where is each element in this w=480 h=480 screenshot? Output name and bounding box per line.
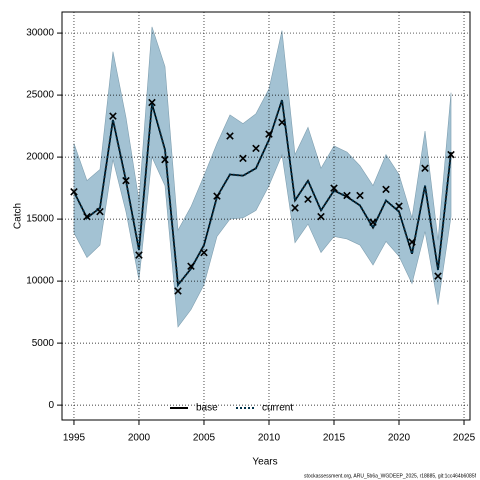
observed-point	[83, 212, 91, 221]
observed-point	[343, 191, 351, 200]
observed-point	[317, 212, 325, 221]
x-tick-label: 2025	[453, 433, 476, 444]
observed-point	[395, 202, 403, 210]
confidence-band	[73, 26, 452, 328]
observed-point	[226, 132, 234, 140]
y-tick-label: 30000	[26, 28, 54, 39]
y-tick-label: 0	[48, 400, 54, 411]
y-tick-label: 5000	[32, 338, 55, 349]
observed-point	[200, 248, 208, 257]
x-tick-label: 1995	[63, 433, 86, 444]
legend-label: current	[262, 403, 293, 414]
observed-point	[421, 164, 429, 173]
observed-point	[187, 262, 195, 270]
observed-point	[330, 184, 338, 192]
observed-point	[356, 191, 364, 200]
footnote: stockassessment.org, ARU_5b6a_WGDEEP_202…	[304, 473, 477, 479]
observed-point	[239, 154, 247, 163]
observed-point	[291, 204, 299, 212]
series-line	[73, 99, 453, 288]
y-tick-label: 25000	[26, 90, 54, 101]
observed-point	[148, 98, 156, 107]
observed-point	[304, 195, 312, 204]
observed-point	[109, 112, 117, 120]
x-tick-label: 2015	[323, 433, 346, 444]
x-tick-label: 2005	[193, 433, 216, 444]
y-tick-label: 10000	[26, 276, 54, 287]
y-tick-label: 15000	[26, 214, 54, 225]
x-tick-label: 2020	[388, 433, 411, 444]
observed-point	[213, 192, 221, 200]
observed-point	[96, 207, 104, 216]
y-axis-label: Catch	[13, 203, 24, 229]
observed-point	[447, 150, 455, 159]
observed-point	[252, 144, 260, 153]
x-axis-label: Years	[252, 457, 277, 468]
observed-point	[135, 251, 143, 259]
observed-point	[434, 272, 442, 280]
x-tick-label: 2010	[258, 433, 281, 444]
plot-frame	[61, 11, 471, 421]
observed-point	[278, 118, 286, 127]
legend-label: base	[196, 403, 218, 414]
observed-point	[122, 176, 130, 185]
observed-point	[369, 218, 377, 226]
observed-point	[161, 155, 169, 164]
y-tick-label: 20000	[26, 152, 54, 163]
x-tick-label: 2000	[128, 433, 151, 444]
observed-point	[265, 130, 273, 138]
observed-point	[408, 238, 416, 246]
observed-point	[70, 188, 78, 196]
observed-point	[382, 185, 390, 194]
observed-point	[174, 287, 182, 295]
